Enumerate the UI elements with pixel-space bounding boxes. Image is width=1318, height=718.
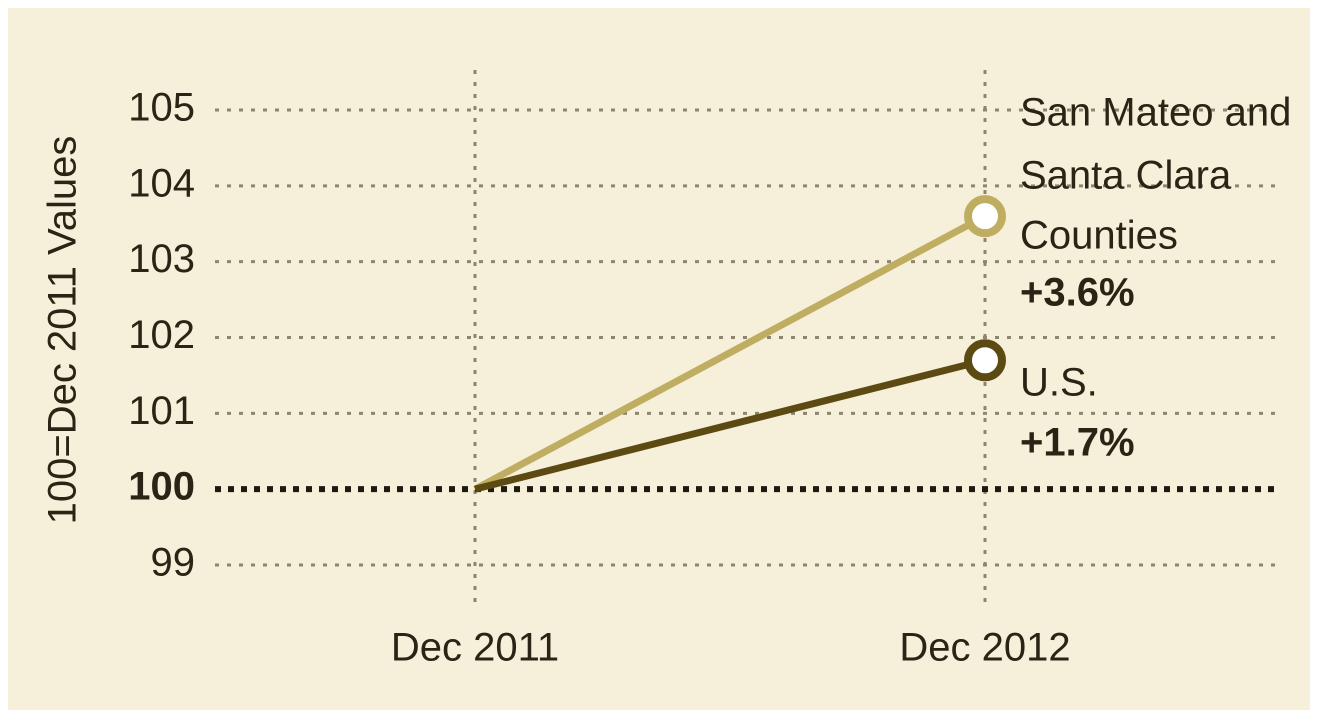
- series-label: San Mateo and: [1020, 91, 1291, 135]
- y-tick-label: 103: [128, 237, 195, 281]
- y-tick-label: 101: [128, 389, 195, 433]
- x-tick-label: Dec 2011: [391, 626, 559, 670]
- y-tick-label: 102: [128, 313, 195, 357]
- y-tick-label: 105: [128, 86, 195, 130]
- line: [473, 213, 987, 493]
- x-tick-label: Dec 2012: [899, 626, 1070, 670]
- y-tick-label: 100: [128, 465, 195, 509]
- background: [8, 8, 1310, 710]
- series-label: Counties: [1020, 214, 1178, 258]
- change-label: +1.7%: [1020, 421, 1135, 465]
- y-axis-label: 100=Dec 2011 Values: [41, 136, 85, 525]
- series-label: Santa Clara: [1020, 154, 1232, 198]
- change-label: +3.6%: [1020, 271, 1135, 315]
- y-tick-label: 99: [151, 541, 196, 585]
- end-marker: [964, 339, 1006, 382]
- end-marker: [964, 195, 1006, 238]
- line: [474, 356, 986, 493]
- y-tick-label: 104: [128, 161, 195, 205]
- series-label: U.S.: [1020, 361, 1098, 405]
